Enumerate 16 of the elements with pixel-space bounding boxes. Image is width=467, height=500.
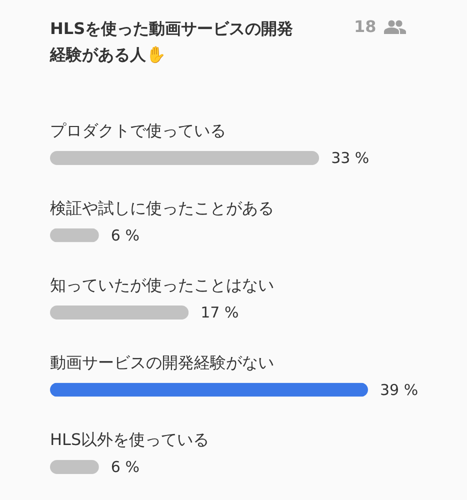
y-tick-label: 知っていたが使ったことはない (50, 276, 274, 295)
data-label: 17 % (200, 304, 239, 322)
data-label: 6 % (110, 226, 140, 244)
y-tick-label: 動画サービスの開発経験がない (50, 352, 274, 372)
y-tick-label: HLS以外を使っている (50, 430, 210, 450)
bar (50, 460, 99, 474)
text: 18 (354, 17, 376, 36)
bar (50, 151, 320, 166)
bar (50, 382, 368, 397)
bar (50, 306, 189, 320)
y-tick-label: 検証や試しに使ったことがある (50, 198, 274, 218)
chart-title: HLSを使った動画サービスの開発経験がある人✋ (50, 18, 294, 66)
data-label: 39 % (380, 380, 418, 399)
y-tick-label: プロダクトで使っている (50, 121, 226, 140)
data-label: 33 % (331, 149, 370, 168)
data-label: 6 % (110, 458, 140, 476)
